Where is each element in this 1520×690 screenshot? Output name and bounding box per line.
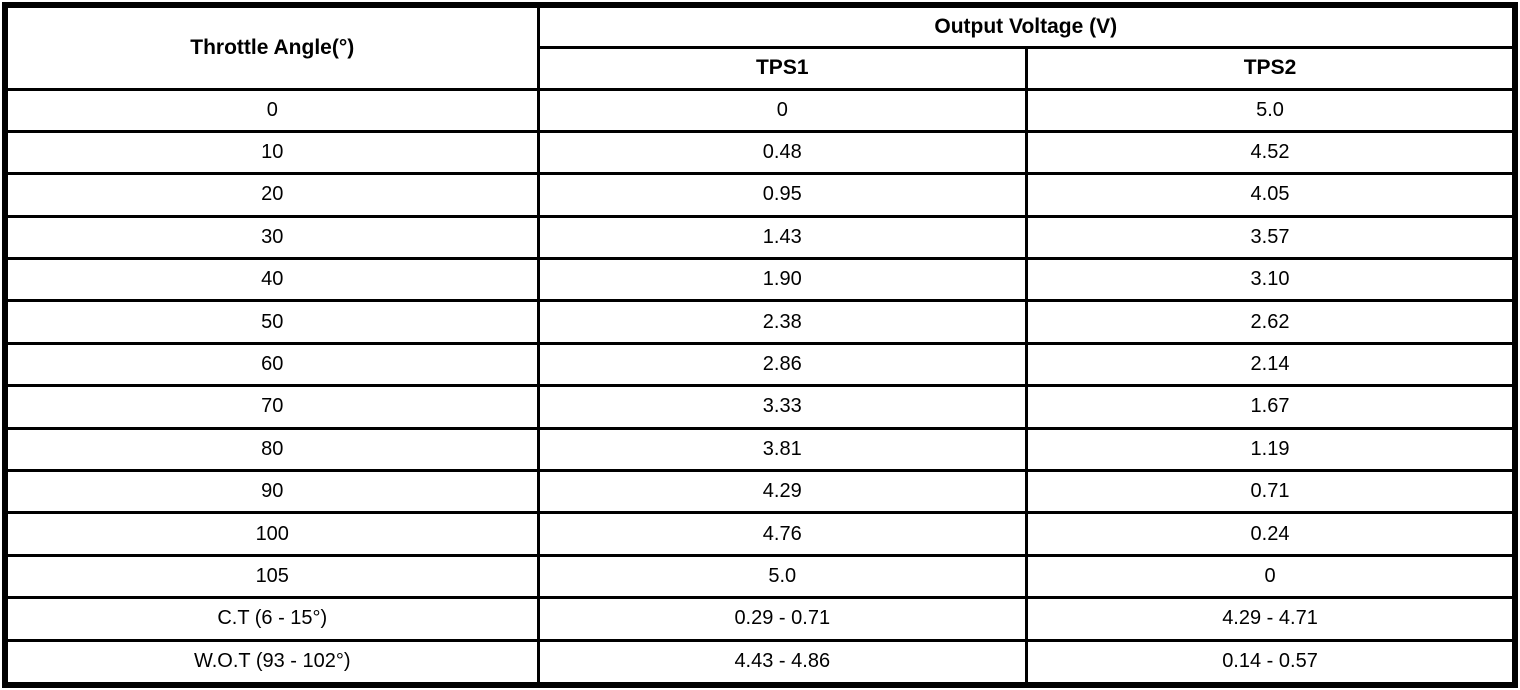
tps2-cell: 3.57	[1025, 214, 1517, 261]
tps1-cell: 3.33	[536, 384, 1029, 430]
table-row: 40 1.90 3.10	[3, 257, 1517, 303]
table-row: 105 5.0 0	[3, 553, 1517, 600]
tps1-cell: 0.29 - 0.71	[536, 596, 1029, 642]
angle-cell: C.T (6 - 15°)	[3, 596, 540, 642]
tps1-cell: 4.43 - 4.86	[536, 638, 1029, 687]
tps2-cell: 2.14	[1025, 341, 1517, 388]
angle-cell: 50	[3, 299, 540, 345]
tps1-cell: 3.81	[536, 426, 1029, 473]
table-row: 80 3.81 1.19	[3, 426, 1517, 473]
tps1-cell: 1.90	[536, 257, 1029, 303]
angle-cell: 100	[3, 511, 540, 557]
table-row: 10 0.48 4.52	[3, 129, 1517, 176]
throttle-angle-header: Throttle Angle(°)	[3, 3, 540, 91]
table-row: 70 3.33 1.67	[3, 384, 1517, 430]
table-row: C.T (6 - 15°) 0.29 - 0.71 4.29 - 4.71	[3, 596, 1517, 642]
table-row: 60 2.86 2.14	[3, 341, 1517, 388]
angle-cell: 80	[3, 426, 540, 473]
tps1-cell: 5.0	[536, 553, 1029, 600]
angle-cell: 60	[3, 341, 540, 388]
tps2-cell: 0.24	[1025, 511, 1517, 557]
tps2-cell: 2.62	[1025, 299, 1517, 345]
tps2-cell: 4.29 - 4.71	[1025, 596, 1517, 642]
tps2-cell: 0	[1025, 553, 1517, 600]
table-row: 100 4.76 0.24	[3, 511, 1517, 557]
tps2-cell: 0.71	[1025, 469, 1517, 515]
angle-cell: 105	[3, 553, 540, 600]
tps2-cell: 4.52	[1025, 129, 1517, 176]
header-row-sub: TPS1 TPS2	[5, 45, 1517, 91]
tps1-cell: 0.48	[536, 129, 1029, 176]
tps2-header: TPS2	[1025, 45, 1517, 91]
tps1-cell: 2.38	[536, 299, 1029, 345]
angle-cell: 30	[3, 214, 540, 261]
tps2-cell: 4.05	[1025, 172, 1517, 218]
table-body: 0 0 5.0 10 0.48 4.52 20 0.95 4.05 30 1.4…	[3, 87, 1517, 687]
table-header: Throttle Angle(°) Output Voltage (V) TPS…	[3, 3, 1517, 91]
tps2-cell: 3.10	[1025, 257, 1517, 303]
table-row: 20 0.95 4.05	[3, 172, 1517, 218]
tps1-cell: 4.29	[536, 469, 1029, 515]
tps1-cell: 2.86	[536, 341, 1029, 388]
tps2-cell: 1.67	[1025, 384, 1517, 430]
angle-cell: 20	[3, 172, 540, 218]
tps2-cell: 5.0	[1025, 87, 1517, 133]
tps1-cell: 1.43	[536, 214, 1029, 261]
tps1-cell: 4.76	[536, 511, 1029, 557]
angle-cell: 40	[3, 257, 540, 303]
angle-cell: W.O.T (93 - 102°)	[3, 638, 540, 687]
table-row: W.O.T (93 - 102°) 4.43 - 4.86 0.14 - 0.5…	[3, 638, 1517, 687]
output-voltage-header: Output Voltage (V)	[536, 3, 1517, 49]
table-row: 0 0 5.0	[3, 87, 1517, 133]
tps2-cell: 1.19	[1025, 426, 1517, 473]
tps1-cell: 0	[536, 87, 1029, 133]
tps1-cell: 0.95	[536, 172, 1029, 218]
tps1-header: TPS1	[536, 45, 1029, 91]
angle-cell: 10	[3, 129, 540, 176]
table-row: 90 4.29 0.71	[3, 469, 1517, 515]
angle-cell: 70	[3, 384, 540, 430]
table-row: 50 2.38 2.62	[3, 299, 1517, 345]
angle-cell: 90	[3, 469, 540, 515]
tps2-cell: 0.14 - 0.57	[1025, 638, 1517, 687]
table-row: 30 1.43 3.57	[3, 214, 1517, 261]
angle-cell: 0	[3, 87, 540, 133]
header-row-group: Throttle Angle(°) Output Voltage (V)	[3, 3, 1517, 91]
